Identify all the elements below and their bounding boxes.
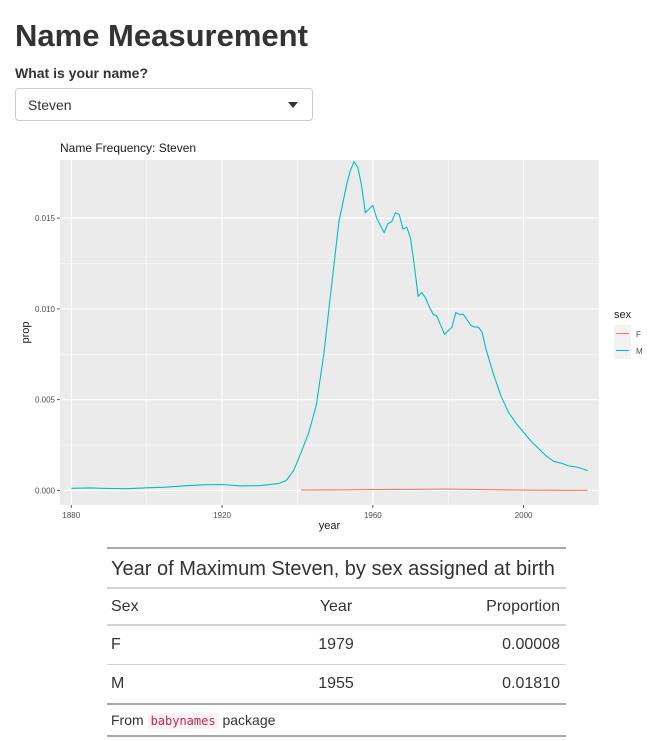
source-package-code: babynames xyxy=(147,713,219,729)
x-tick-label: 1920 xyxy=(213,511,231,520)
source-prefix: From xyxy=(111,712,144,728)
cell-proportion: 0.00008 xyxy=(502,636,560,653)
plot-panel xyxy=(60,160,599,505)
name-frequency-chart: Name Frequency: Steven 1880 1920 1960 2000 0.… xyxy=(20,141,643,532)
series-line-M xyxy=(71,160,588,490)
page-title: Name Measurement xyxy=(15,18,308,53)
x-tick-label: 2000 xyxy=(515,511,533,520)
y-tick-label: 0.010 xyxy=(35,305,56,314)
caret-down-icon xyxy=(288,102,298,108)
table-row: F 1979 0.00008 xyxy=(107,626,566,665)
table-title: Year of Maximum Steven, by sex assigned … xyxy=(107,549,566,589)
y-axis-label: prop xyxy=(20,321,32,343)
column-header-sex: Sex xyxy=(111,597,139,615)
y-tick-label: 0.015 xyxy=(35,214,56,223)
cell-year: 1979 xyxy=(318,636,354,653)
source-suffix: package xyxy=(222,712,276,728)
cell-proportion: 0.01810 xyxy=(502,675,560,692)
chart-title: Name Frequency: Steven xyxy=(60,141,196,155)
y-tick-label: 0.000 xyxy=(35,486,56,495)
x-tick-label: 1880 xyxy=(62,511,80,520)
column-header-proportion: Proportion xyxy=(486,597,560,615)
cell-sex: F xyxy=(111,636,121,653)
column-header-year: Year xyxy=(319,597,353,615)
max-year-table: Year of Maximum Steven, by sex assigned … xyxy=(107,547,566,737)
legend-label-M: M xyxy=(636,347,643,356)
table-header-row: Sex Year Proportion xyxy=(107,589,566,626)
table-source-note: From babynames package xyxy=(107,705,566,737)
x-axis-label: year xyxy=(319,520,341,532)
name-select[interactable]: Steven xyxy=(15,88,313,121)
table-row: M 1955 0.01810 xyxy=(107,665,566,705)
name-select-value: Steven xyxy=(28,97,72,113)
name-select-label: What is your name? xyxy=(15,65,149,81)
x-tick-label: 1960 xyxy=(364,511,382,520)
series-line-F xyxy=(301,488,588,491)
cell-year: 1955 xyxy=(318,675,354,692)
y-tick-label: 0.005 xyxy=(35,396,56,405)
cell-sex: M xyxy=(111,675,125,692)
legend-title: sex xyxy=(614,309,632,321)
legend-label-F: F xyxy=(636,330,641,339)
